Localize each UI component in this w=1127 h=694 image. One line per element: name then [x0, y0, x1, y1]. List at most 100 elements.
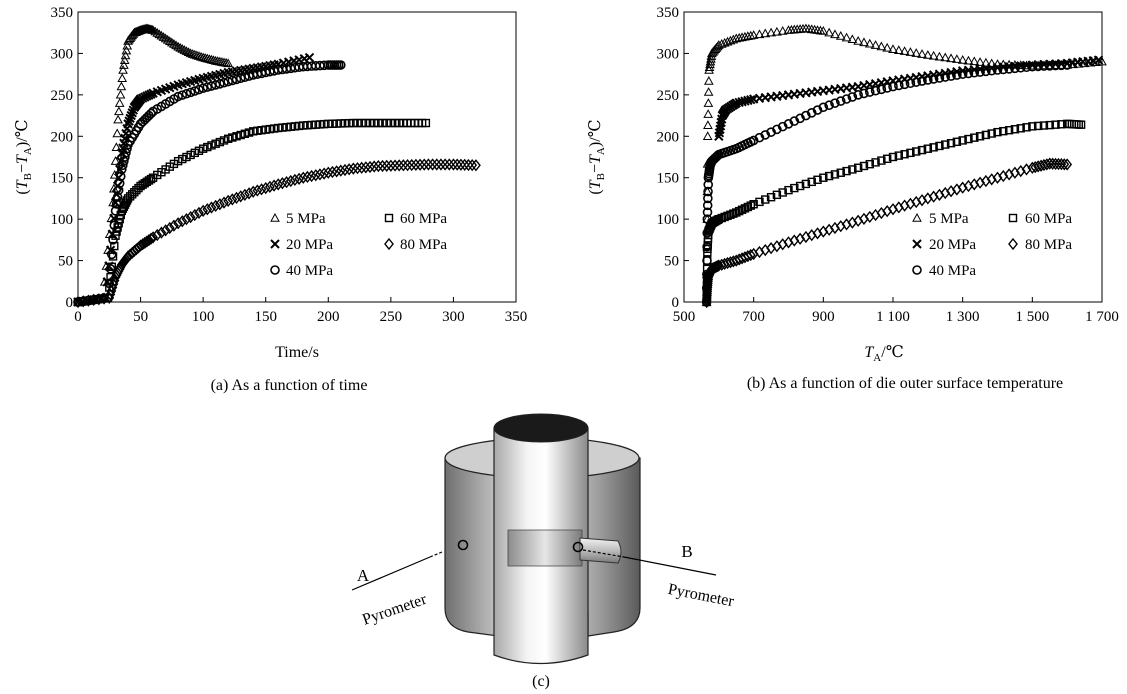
data-point [440, 158, 450, 171]
x-tick-label: 900 [812, 309, 835, 325]
data-point [110, 156, 121, 165]
data-point [940, 52, 951, 62]
data-point [369, 160, 380, 173]
data-point [1057, 120, 1066, 129]
data-point [830, 98, 840, 108]
legend-marker [270, 239, 280, 249]
data-point [185, 48, 196, 58]
data-point [941, 140, 950, 149]
data-point [436, 158, 446, 171]
data-point [981, 66, 991, 77]
data-point [923, 144, 933, 153]
data-point [162, 34, 173, 44]
data-point [1056, 60, 1067, 71]
y-tick-label: 350 [51, 5, 74, 21]
data-point [703, 76, 714, 85]
data-point [1069, 120, 1079, 129]
data-point [745, 248, 756, 262]
data-point [1039, 121, 1049, 130]
y-tick-label: 350 [657, 5, 680, 21]
data-point [252, 184, 263, 197]
series-a-80mpa [73, 158, 481, 309]
data-point [141, 235, 152, 248]
data-point [882, 83, 892, 93]
data-point [344, 163, 355, 176]
label-a: A [357, 566, 370, 585]
data-point [164, 36, 175, 45]
data-point [975, 132, 985, 141]
data-point [877, 156, 886, 165]
data-point [177, 43, 188, 53]
data-point [390, 159, 400, 172]
data-point [1093, 55, 1104, 65]
data-point [975, 57, 985, 66]
data-point [206, 54, 217, 64]
data-point [963, 55, 974, 65]
data-point [214, 198, 225, 211]
data-point [467, 159, 478, 172]
data-point [702, 200, 713, 211]
data-point [847, 92, 858, 102]
data-point [923, 75, 933, 85]
data-point [957, 55, 968, 64]
data-point [189, 208, 200, 222]
data-point [122, 40, 133, 50]
y-tick-label: 150 [51, 171, 74, 187]
legend-a: 5 MPa 60 MPa 20 MPa 80 MPa 40 MPa [270, 211, 447, 279]
data-point [1065, 119, 1074, 129]
data-point [946, 71, 956, 81]
data-point [746, 94, 756, 105]
data-point [235, 73, 246, 84]
data-point [208, 55, 219, 65]
data-point [830, 170, 840, 179]
data-point [240, 72, 250, 82]
data-point [173, 41, 183, 51]
legend-b-5mpa: 5 MPa [912, 211, 969, 227]
data-point [281, 176, 292, 189]
data-point [115, 171, 126, 182]
data-point [146, 108, 156, 119]
data-point [431, 158, 442, 171]
data-point [1076, 120, 1086, 129]
data-point [772, 124, 782, 135]
data-point [819, 173, 828, 182]
legend-a-5mpa: 5 MPa [270, 211, 326, 227]
caption-b: (b) As a function of die outer surface t… [747, 375, 1063, 392]
data-point [853, 35, 864, 45]
y-tick-label: 300 [657, 46, 680, 62]
data-point [784, 185, 793, 195]
data-point [935, 141, 944, 151]
x-tick-label: 500 [673, 309, 696, 325]
data-point [745, 30, 756, 40]
data-point [120, 50, 131, 60]
data-point [223, 58, 234, 68]
data-point [118, 64, 128, 74]
x-tick-label: 150 [254, 309, 277, 325]
series-a-5mpa [73, 23, 234, 306]
data-point [114, 98, 125, 107]
legend-b-40mpa: 40 MPa [912, 263, 976, 279]
data-point [722, 36, 733, 46]
data-point [107, 262, 116, 271]
x-tick-label: 1 100 [876, 309, 910, 325]
x-tick-label: 350 [505, 309, 528, 325]
data-point [121, 45, 132, 55]
data-point [859, 161, 869, 171]
data-point [1039, 61, 1049, 71]
data-point [1010, 63, 1020, 74]
data-point [352, 162, 363, 175]
data-point [705, 59, 715, 69]
data-point [835, 96, 846, 106]
data-point [181, 213, 192, 226]
data-point [1050, 60, 1061, 71]
legend-marker [384, 213, 394, 223]
data-point [704, 62, 715, 71]
data-point [818, 26, 829, 35]
y-tick-label: 200 [51, 129, 74, 145]
data-point [264, 180, 275, 193]
data-point [705, 56, 716, 66]
data-point [198, 52, 208, 62]
series-b-60mpa [702, 119, 1086, 307]
data-point [113, 185, 124, 195]
data-point [227, 193, 238, 206]
